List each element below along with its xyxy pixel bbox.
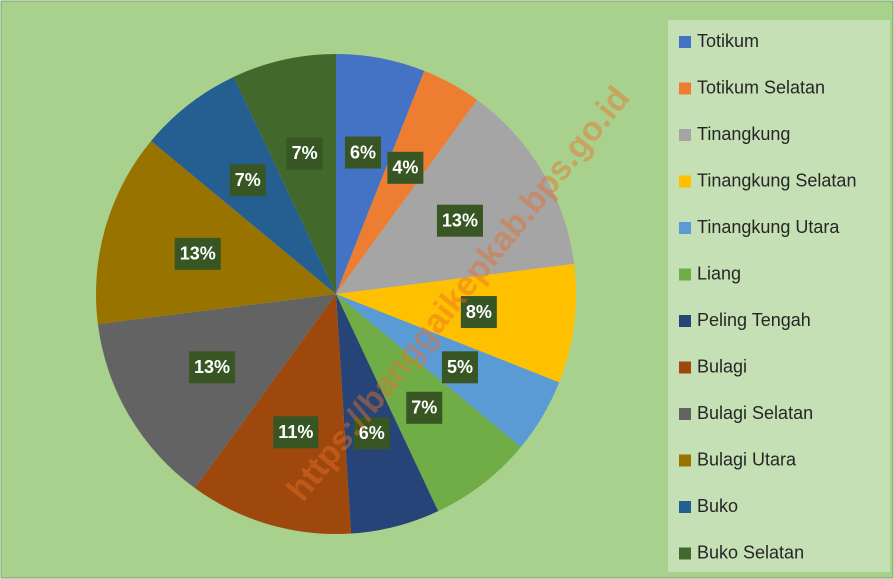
data-label: 6% — [359, 423, 385, 443]
data-label: 13% — [442, 210, 478, 230]
data-labels: 6% 4% 13% 8% 5% 7% 6% 11% 13% 13% 7% 7% — [174, 136, 497, 450]
pie-slice — [336, 263, 576, 383]
data-label-box — [344, 136, 381, 169]
data-label: 13% — [194, 357, 230, 377]
legend-label: Bulagi — [697, 356, 747, 376]
legend-label: Buko — [697, 496, 738, 516]
legend-swatch — [679, 501, 691, 513]
pie — [96, 54, 576, 534]
data-label: 6% — [350, 142, 376, 162]
pie-slice — [336, 99, 575, 294]
data-label-box — [229, 164, 266, 197]
data-label-box — [460, 296, 497, 329]
data-label-box — [189, 351, 236, 384]
data-label: 13% — [180, 244, 216, 264]
legend-swatch — [679, 547, 691, 560]
legend-swatch — [679, 175, 691, 188]
data-label: 4% — [392, 158, 418, 178]
legend-box — [668, 20, 890, 572]
data-label: 5% — [447, 357, 473, 377]
pie-slice — [233, 54, 336, 294]
legend-label: Bulagi Selatan — [697, 403, 813, 423]
legend-label: Tinangkung Utara — [697, 217, 840, 237]
data-label-box — [286, 137, 323, 170]
legend-label: Peling Tengah — [697, 310, 811, 330]
legend-label: Tinangkung — [697, 124, 790, 144]
legend-label: Totikum — [697, 31, 759, 51]
legend-swatch — [679, 315, 691, 327]
legend-swatch — [679, 222, 691, 234]
data-label: 7% — [292, 143, 318, 163]
data-label: 7% — [235, 170, 261, 190]
pie-slice — [336, 54, 425, 294]
data-label: 7% — [411, 398, 437, 418]
data-label-box — [436, 204, 483, 237]
data-label-box — [387, 151, 424, 184]
legend-label: Totikum Selatan — [697, 77, 825, 97]
pie-slice — [336, 294, 439, 534]
data-label-box — [174, 237, 221, 270]
legend: Totikum Totikum Selatan Tinangkung Tinangku… — [679, 31, 856, 562]
pie-slice — [194, 294, 352, 534]
legend-label: Bulagi Utara — [697, 449, 797, 469]
legend-swatch — [679, 129, 691, 141]
legend-swatch — [679, 36, 691, 48]
data-label: 11% — [278, 422, 313, 442]
legend-swatch — [679, 82, 691, 95]
data-label-box — [273, 416, 319, 449]
legend-swatch — [679, 454, 691, 467]
legend-swatch — [679, 408, 691, 420]
legend-label: Buko Selatan — [697, 542, 804, 562]
pie-slice — [96, 141, 337, 325]
data-label: 8% — [466, 302, 492, 322]
data-label-box — [441, 351, 478, 384]
data-label-box — [353, 417, 390, 450]
pie-slice — [97, 294, 336, 489]
legend-swatch — [679, 268, 691, 281]
legend-label: Liang — [697, 263, 741, 283]
data-label-box — [406, 391, 443, 424]
legend-swatch — [679, 361, 691, 374]
legend-label: Tinangkung Selatan — [697, 170, 856, 190]
